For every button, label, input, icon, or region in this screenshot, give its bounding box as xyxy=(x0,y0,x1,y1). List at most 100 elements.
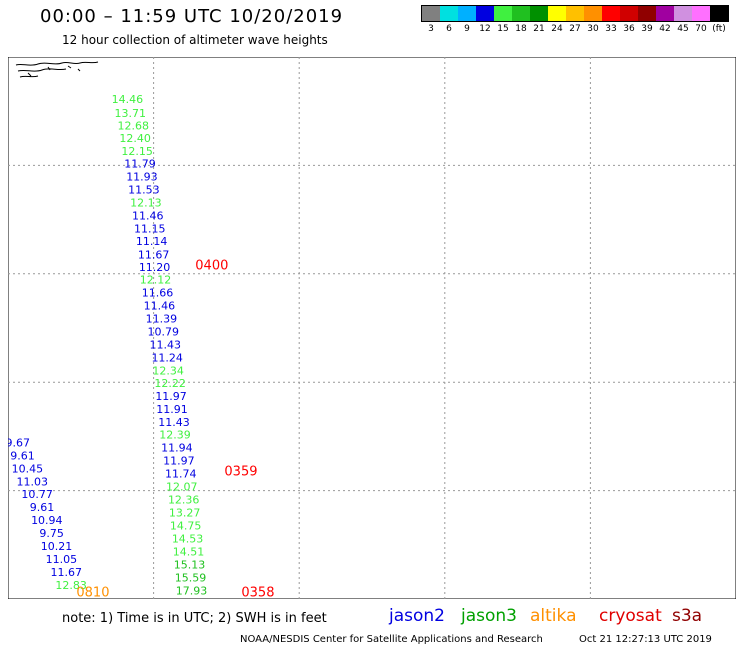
color-swatch xyxy=(620,6,638,21)
color-swatch xyxy=(422,6,440,21)
legend-cryosat: cryosat xyxy=(599,606,662,626)
legend-s3a: s3a xyxy=(672,606,703,626)
wave-height-label: 11.67 xyxy=(138,249,170,262)
wave-height-label: 9.67 xyxy=(8,437,30,450)
wave-height-label: 14.51 xyxy=(173,546,205,559)
note-text: note: 1) Time is in UTC; 2) SWH is in fe… xyxy=(62,611,327,626)
wave-height-label: 11.24 xyxy=(151,352,183,365)
legend-jason3: jason3 xyxy=(461,606,517,626)
color-scale-label: 18 xyxy=(515,24,527,34)
color-scale-label: 3 xyxy=(428,24,434,34)
legend-jason2: jason2 xyxy=(389,606,445,626)
color-scale-label: 42 xyxy=(659,24,671,34)
map-frame xyxy=(8,57,736,599)
footer-credit: NOAA/NESDIS Center for Satellite Applica… xyxy=(240,634,543,645)
color-swatch xyxy=(494,6,512,21)
wave-height-label: 11.43 xyxy=(149,339,181,352)
wave-height-label: 11.46 xyxy=(144,300,176,313)
color-scale-label: 45 xyxy=(677,24,689,34)
wave-height-label: 11.53 xyxy=(128,184,160,197)
wave-height-label: 11.79 xyxy=(124,158,156,171)
color-swatch xyxy=(710,6,728,21)
color-scale-label: 70 xyxy=(695,24,707,34)
wave-height-label: 12.36 xyxy=(168,494,200,507)
color-scale-label: 36 xyxy=(623,24,635,34)
color-scale-label: 21 xyxy=(533,24,545,34)
color-scale-legend: 3 6 9 12 15 18 21 24 27 30 33 36 39 42 45 70 (ft) xyxy=(421,5,729,34)
color-scale-swatches xyxy=(421,5,729,22)
wave-height-label: 10.45 xyxy=(12,463,44,476)
pass-time-label: 0400 xyxy=(195,258,228,273)
wave-height-label: 12.15 xyxy=(121,145,153,158)
color-swatch xyxy=(548,6,566,21)
color-scale-label: 6 xyxy=(446,24,452,34)
color-swatch xyxy=(584,6,602,21)
wave-height-label: 16.01 xyxy=(177,598,209,599)
wave-height-label: 15.59 xyxy=(175,572,207,585)
wave-height-label: 17.93 xyxy=(176,585,208,598)
wave-height-label: 12.40 xyxy=(119,132,151,145)
color-swatch xyxy=(458,6,476,21)
color-swatch xyxy=(476,6,494,21)
wave-height-label: 9.75 xyxy=(39,527,64,540)
coastline xyxy=(15,61,99,78)
wave-height-label: 9.61 xyxy=(10,450,35,463)
color-scale-label: 9 xyxy=(464,24,470,34)
pass-time-label: 0810 xyxy=(76,585,109,599)
color-scale-label: 39 xyxy=(641,24,653,34)
page-subtitle: 12 hour collection of altimeter wave hei… xyxy=(62,33,328,47)
wave-height-label: 11.20 xyxy=(139,261,171,274)
wave-height-label: 13.71 xyxy=(115,107,147,120)
map-canvas: -45-42-39-36-33-30605856545250 14.4613.7… xyxy=(8,57,736,599)
wave-height-label: 12.13 xyxy=(130,197,162,210)
color-scale-label: 24 xyxy=(551,24,563,34)
color-scale-label: 33 xyxy=(605,24,617,34)
wave-height-label: 11.94 xyxy=(161,442,193,455)
color-scale-label: 30 xyxy=(587,24,599,34)
wave-height-label: 15.13 xyxy=(174,559,206,572)
pass-time-label: 0358 xyxy=(241,585,274,599)
wave-height-label: 12.22 xyxy=(154,377,186,390)
pass-time-label: 0359 xyxy=(224,464,257,479)
legend-altika: altika xyxy=(530,606,577,626)
wave-height-label: 9.61 xyxy=(30,501,55,514)
wave-height-label: 10.94 xyxy=(31,514,63,527)
wave-height-label: 12.12 xyxy=(140,274,172,287)
wave-height-label: 11.67 xyxy=(50,566,82,579)
color-swatch xyxy=(674,6,692,21)
wave-height-label: 11.43 xyxy=(158,416,190,429)
wave-height-label: 12.68 xyxy=(117,120,149,133)
color-swatch xyxy=(638,6,656,21)
wave-height-label: 12.34 xyxy=(152,365,184,378)
wave-height-label: 12.39 xyxy=(159,429,191,442)
color-swatch xyxy=(512,6,530,21)
wave-height-label: 12.07 xyxy=(166,481,198,494)
wave-height-label: 11.05 xyxy=(46,553,78,566)
color-scale-label: 12 xyxy=(479,24,491,34)
wave-height-label: 11.03 xyxy=(17,476,49,489)
wave-height-label: 12.83 xyxy=(55,579,87,592)
color-scale-label: 15 xyxy=(497,24,509,34)
map-grid xyxy=(8,57,736,599)
wave-height-label: 10.77 xyxy=(21,488,53,501)
wave-height-label: 11.97 xyxy=(155,390,187,403)
wave-height-label: 14.53 xyxy=(172,533,204,546)
color-swatch xyxy=(656,6,674,21)
wave-height-label: 11.14 xyxy=(136,235,168,248)
wave-height-label: 11.46 xyxy=(132,210,164,223)
observation-labels: 14.4613.7112.6812.4012.1511.7911.9311.53… xyxy=(8,93,209,599)
wave-height-label: 11.15 xyxy=(134,223,166,236)
wave-height-label: 13.27 xyxy=(169,507,201,520)
wave-height-label: 11.97 xyxy=(163,455,195,468)
color-swatch xyxy=(602,6,620,21)
time-labels: 0400 0359 0358 0810 xyxy=(76,258,274,599)
wave-height-label: 14.75 xyxy=(170,520,202,533)
color-swatch xyxy=(530,6,548,21)
color-scale-labels: 3 6 9 12 15 18 21 24 27 30 33 36 39 42 45 70 (ft) xyxy=(421,22,729,34)
footer-timestamp: Oct 21 12:27:13 UTC 2019 xyxy=(579,634,712,645)
wave-height-label: 11.91 xyxy=(156,403,188,416)
wave-height-label: 10.21 xyxy=(41,540,73,553)
wave-height-label: 10.79 xyxy=(148,326,180,339)
color-swatch xyxy=(692,6,710,21)
wave-height-label: 11.66 xyxy=(142,287,174,300)
